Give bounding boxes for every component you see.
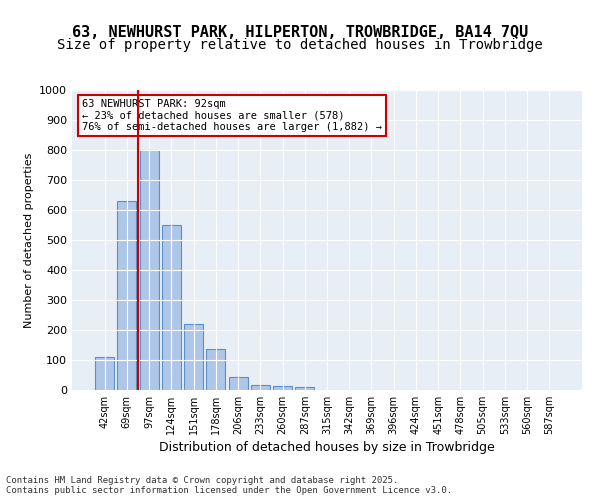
Text: Contains HM Land Registry data © Crown copyright and database right 2025.
Contai: Contains HM Land Registry data © Crown c… [6, 476, 452, 495]
X-axis label: Distribution of detached houses by size in Trowbridge: Distribution of detached houses by size … [159, 441, 495, 454]
Text: 63, NEWHURST PARK, HILPERTON, TROWBRIDGE, BA14 7QU: 63, NEWHURST PARK, HILPERTON, TROWBRIDGE… [72, 25, 528, 40]
Bar [295, 387, 314, 390]
Bar [251, 384, 270, 390]
Text: 63 NEWHURST PARK: 92sqm
← 23% of detached houses are smaller (578)
76% of semi-d: 63 NEWHURST PARK: 92sqm ← 23% of detache… [82, 99, 382, 132]
Bar [140, 150, 158, 390]
Bar [162, 225, 181, 390]
Bar [206, 348, 225, 390]
Bar [273, 386, 292, 390]
Bar [229, 378, 248, 390]
Y-axis label: Number of detached properties: Number of detached properties [23, 152, 34, 328]
Text: Size of property relative to detached houses in Trowbridge: Size of property relative to detached ho… [57, 38, 543, 52]
Bar [184, 324, 203, 390]
Bar [118, 201, 136, 390]
Bar [95, 357, 114, 390]
